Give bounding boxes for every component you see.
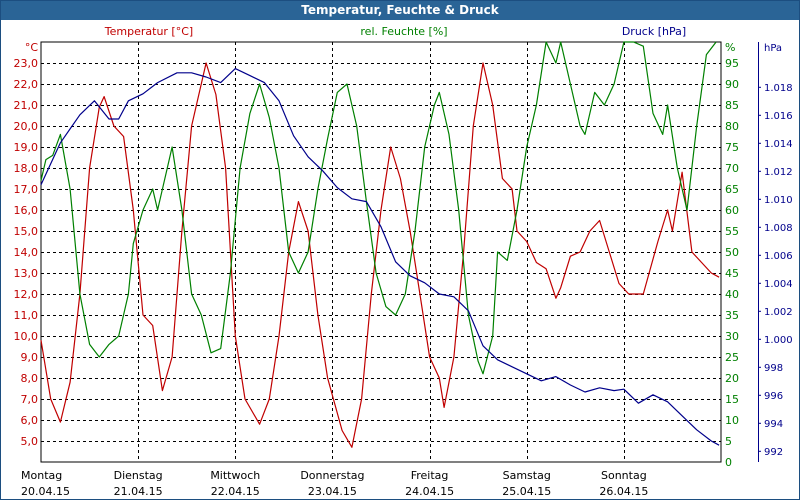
- pressure-tick-label: 1.012: [764, 167, 793, 178]
- temp-tick-label: 19,0: [14, 141, 39, 154]
- x-tick-day: Donnerstag: [300, 469, 364, 482]
- humidity-tick-label: 65: [725, 183, 739, 196]
- x-tick-date: 25.04.15: [502, 485, 551, 498]
- temp-tick-label: 5,0: [21, 435, 39, 448]
- temp-tick-label: 18,0: [14, 162, 39, 175]
- x-tick-date: 26.04.15: [599, 485, 648, 498]
- humidity-tick-label: 95: [725, 57, 739, 70]
- humidity-tick-label: 75: [725, 141, 739, 154]
- humidity-tick-label: 45: [725, 267, 739, 280]
- pressure-tick-label: 1.014: [764, 139, 793, 150]
- x-tick-date: 22.04.15: [211, 485, 260, 498]
- pressure-tick-label: 994: [764, 419, 783, 430]
- x-tick-date: 23.04.15: [308, 485, 357, 498]
- pressure-tick-label: 1.018: [764, 83, 793, 94]
- series-line-press: [40, 67, 720, 446]
- humidity-tick-label: 90: [725, 78, 739, 91]
- temp-tick-label: 6,0: [21, 414, 39, 427]
- temp-tick-label: 7,0: [21, 393, 39, 406]
- temp-tick-label: 9,0: [21, 351, 39, 364]
- temp-tick-label: 16,0: [14, 204, 39, 217]
- temp-tick-label: 23,0: [14, 57, 39, 70]
- pressure-tick-label: 992: [764, 447, 783, 458]
- humidity-tick-label: 10: [725, 414, 739, 427]
- pressure-tick-label: 1.006: [764, 251, 793, 262]
- temp-tick-label: 20,0: [14, 120, 39, 133]
- pressure-tick-label: 998: [764, 363, 783, 374]
- x-tick-day: Samstag: [503, 469, 551, 482]
- x-tick-date: 24.04.15: [405, 485, 454, 498]
- humidity-tick-label: 30: [725, 330, 739, 343]
- humidity-tick-label: 5: [725, 435, 732, 448]
- vertical-gridlines: [138, 42, 625, 462]
- temp-unit-label: °C: [25, 41, 39, 54]
- series-line-temp: [40, 62, 720, 448]
- temp-tick-label: 10,0: [14, 330, 39, 343]
- humidity-tick-label: 80: [725, 120, 739, 133]
- pressure-tick-label: 996: [764, 391, 783, 402]
- pressure-tick-label: 1.008: [764, 223, 793, 234]
- temp-tick-label: 12,0: [14, 288, 39, 301]
- humidity-tick-label: 35: [725, 309, 739, 322]
- x-tick-day: Montag: [21, 469, 62, 482]
- horizontal-gridlines: [41, 63, 721, 442]
- temp-tick-label: 22,0: [14, 78, 39, 91]
- humidity-unit-label: %: [725, 41, 735, 54]
- temp-tick-label: 13,0: [14, 267, 39, 280]
- window-title: Temperatur, Feuchte & Druck: [1, 1, 799, 20]
- x-tick-day: Freitag: [411, 469, 449, 482]
- humidity-tick-label: 20: [725, 372, 739, 385]
- pressure-tick-label: 1.016: [764, 111, 793, 122]
- humidity-tick-label: 60: [725, 204, 739, 217]
- humidity-tick-label: 55: [725, 225, 739, 238]
- humidity-tick-label: 85: [725, 99, 739, 112]
- legend-humidity: rel. Feuchte [%]: [360, 25, 447, 38]
- x-tick-day: Sonntag: [601, 469, 647, 482]
- temp-tick-label: 8,0: [21, 372, 39, 385]
- temp-tick-label: 21,0: [14, 99, 39, 112]
- humidity-tick-label: 15: [725, 393, 739, 406]
- x-tick-day: Mittwoch: [210, 469, 260, 482]
- pressure-tick-label: 1.010: [764, 195, 793, 206]
- pressure-unit-label: hPa: [764, 43, 782, 54]
- legend-temperature: Temperatur [°C]: [104, 25, 193, 38]
- temp-tick-label: 14,0: [14, 246, 39, 259]
- temp-tick-label: 11,0: [14, 309, 39, 322]
- humidity-tick-label: 0: [725, 456, 732, 469]
- pressure-tick-label: 1.004: [764, 279, 793, 290]
- humidity-tick-label: 70: [725, 162, 739, 175]
- temp-tick-label: 15,0: [14, 225, 39, 238]
- pressure-tick-label: 1.002: [764, 307, 793, 318]
- x-tick-date: 21.04.15: [114, 485, 163, 498]
- pressure-tick-label: 1.000: [764, 335, 793, 346]
- x-tick-date: 20.04.15: [21, 485, 70, 498]
- series-line-hum: [40, 41, 717, 375]
- temp-tick-label: 17,0: [14, 183, 39, 196]
- legend-pressure: Druck [hPa]: [622, 25, 686, 38]
- humidity-tick-label: 50: [725, 246, 739, 259]
- x-tick-day: Dienstag: [114, 469, 163, 482]
- humidity-tick-label: 40: [725, 288, 739, 301]
- humidity-tick-label: 25: [725, 351, 739, 364]
